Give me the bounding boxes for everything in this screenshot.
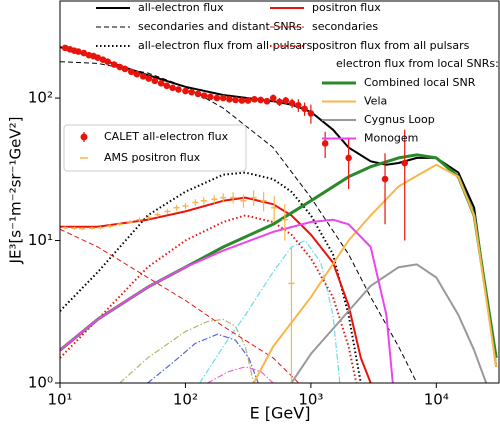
pulsar-curve [207,366,274,383]
data-point [238,97,246,104]
snr-curve [290,263,488,383]
data-point [381,175,389,183]
data-point [188,88,195,96]
x-tick-label: 10⁴ [424,391,449,409]
legend-label: positron flux from all pulsars [312,39,470,52]
flux-curve [60,196,372,383]
legend-label: Combined local SNR [364,76,476,89]
data-point [301,105,308,113]
data-point [94,54,102,61]
legend-label: AMS positron flux [104,151,201,164]
data-point [257,96,264,104]
data-point [75,48,82,55]
data-point [207,93,214,101]
legend-label: all-electron flux from all pulsars [138,39,313,52]
data-point [200,92,208,99]
flux-curve [60,228,300,383]
points-legend-box [63,124,247,172]
legend-label: secondaries [312,20,378,33]
y-tick-label: 10⁰ [28,374,53,392]
data-point [269,94,277,102]
legend-label: Vela [364,95,387,108]
data-point [121,65,129,73]
data-point [307,110,315,117]
data-point [244,97,252,104]
data-point [194,90,202,98]
y-axis-label: JE³[s⁻¹m⁻²sr⁻¹GeV²] [7,117,25,265]
axes-frame [59,0,500,384]
data-point [276,98,283,106]
data-point [226,96,233,103]
x-tick-label: 10² [173,391,198,409]
data-point [133,70,141,78]
x-axis-label: E [GeV] [250,404,311,423]
legend-swatch [80,133,88,141]
data-point [163,82,171,90]
overlay: all-electron flux secondaries and distant… [80,1,476,164]
flux-curve [60,61,418,383]
data-point [104,58,111,65]
data-point [219,94,227,102]
data-point [127,68,135,76]
legend-label: CALET all-electron flux [104,130,229,143]
y-tick-label: 10² [28,89,53,107]
data-point [175,86,182,93]
local-snr-legend-title: electron flux from local SNRs: [336,57,499,70]
flux-curve [60,171,362,383]
y-tick-label: 10¹ [28,231,53,249]
data-point [157,79,165,87]
data-point [80,49,88,57]
flux-curve [60,214,358,383]
data-point [116,63,124,71]
data-point [139,73,147,80]
data-point [251,96,258,103]
data-point [282,97,290,104]
legend-label: Cygnus Loop [364,113,435,126]
data-point [401,159,409,167]
data-point [110,61,118,68]
x-tick-label: 10³ [298,391,323,409]
legend-label: Monogem [364,132,418,145]
data-point [213,94,221,102]
legend-label: positron flux [312,1,381,14]
data-point [345,154,352,162]
data-point [232,96,239,104]
data-point [182,87,189,95]
plot-area [60,44,498,383]
data-point [288,99,296,107]
pulsar-curve [147,333,259,383]
snr-curve [60,218,394,383]
data-point [321,140,329,147]
x-tick-label: 10¹ [47,391,72,409]
data-point [263,97,271,105]
data-point [151,77,159,85]
data-point [295,101,302,109]
pulsar-curve [199,239,341,383]
legend-label: all-electron flux [138,1,224,14]
data-point [145,75,153,82]
data-point [169,84,176,92]
legend-label: secondaries and distant SNRs [138,20,302,33]
